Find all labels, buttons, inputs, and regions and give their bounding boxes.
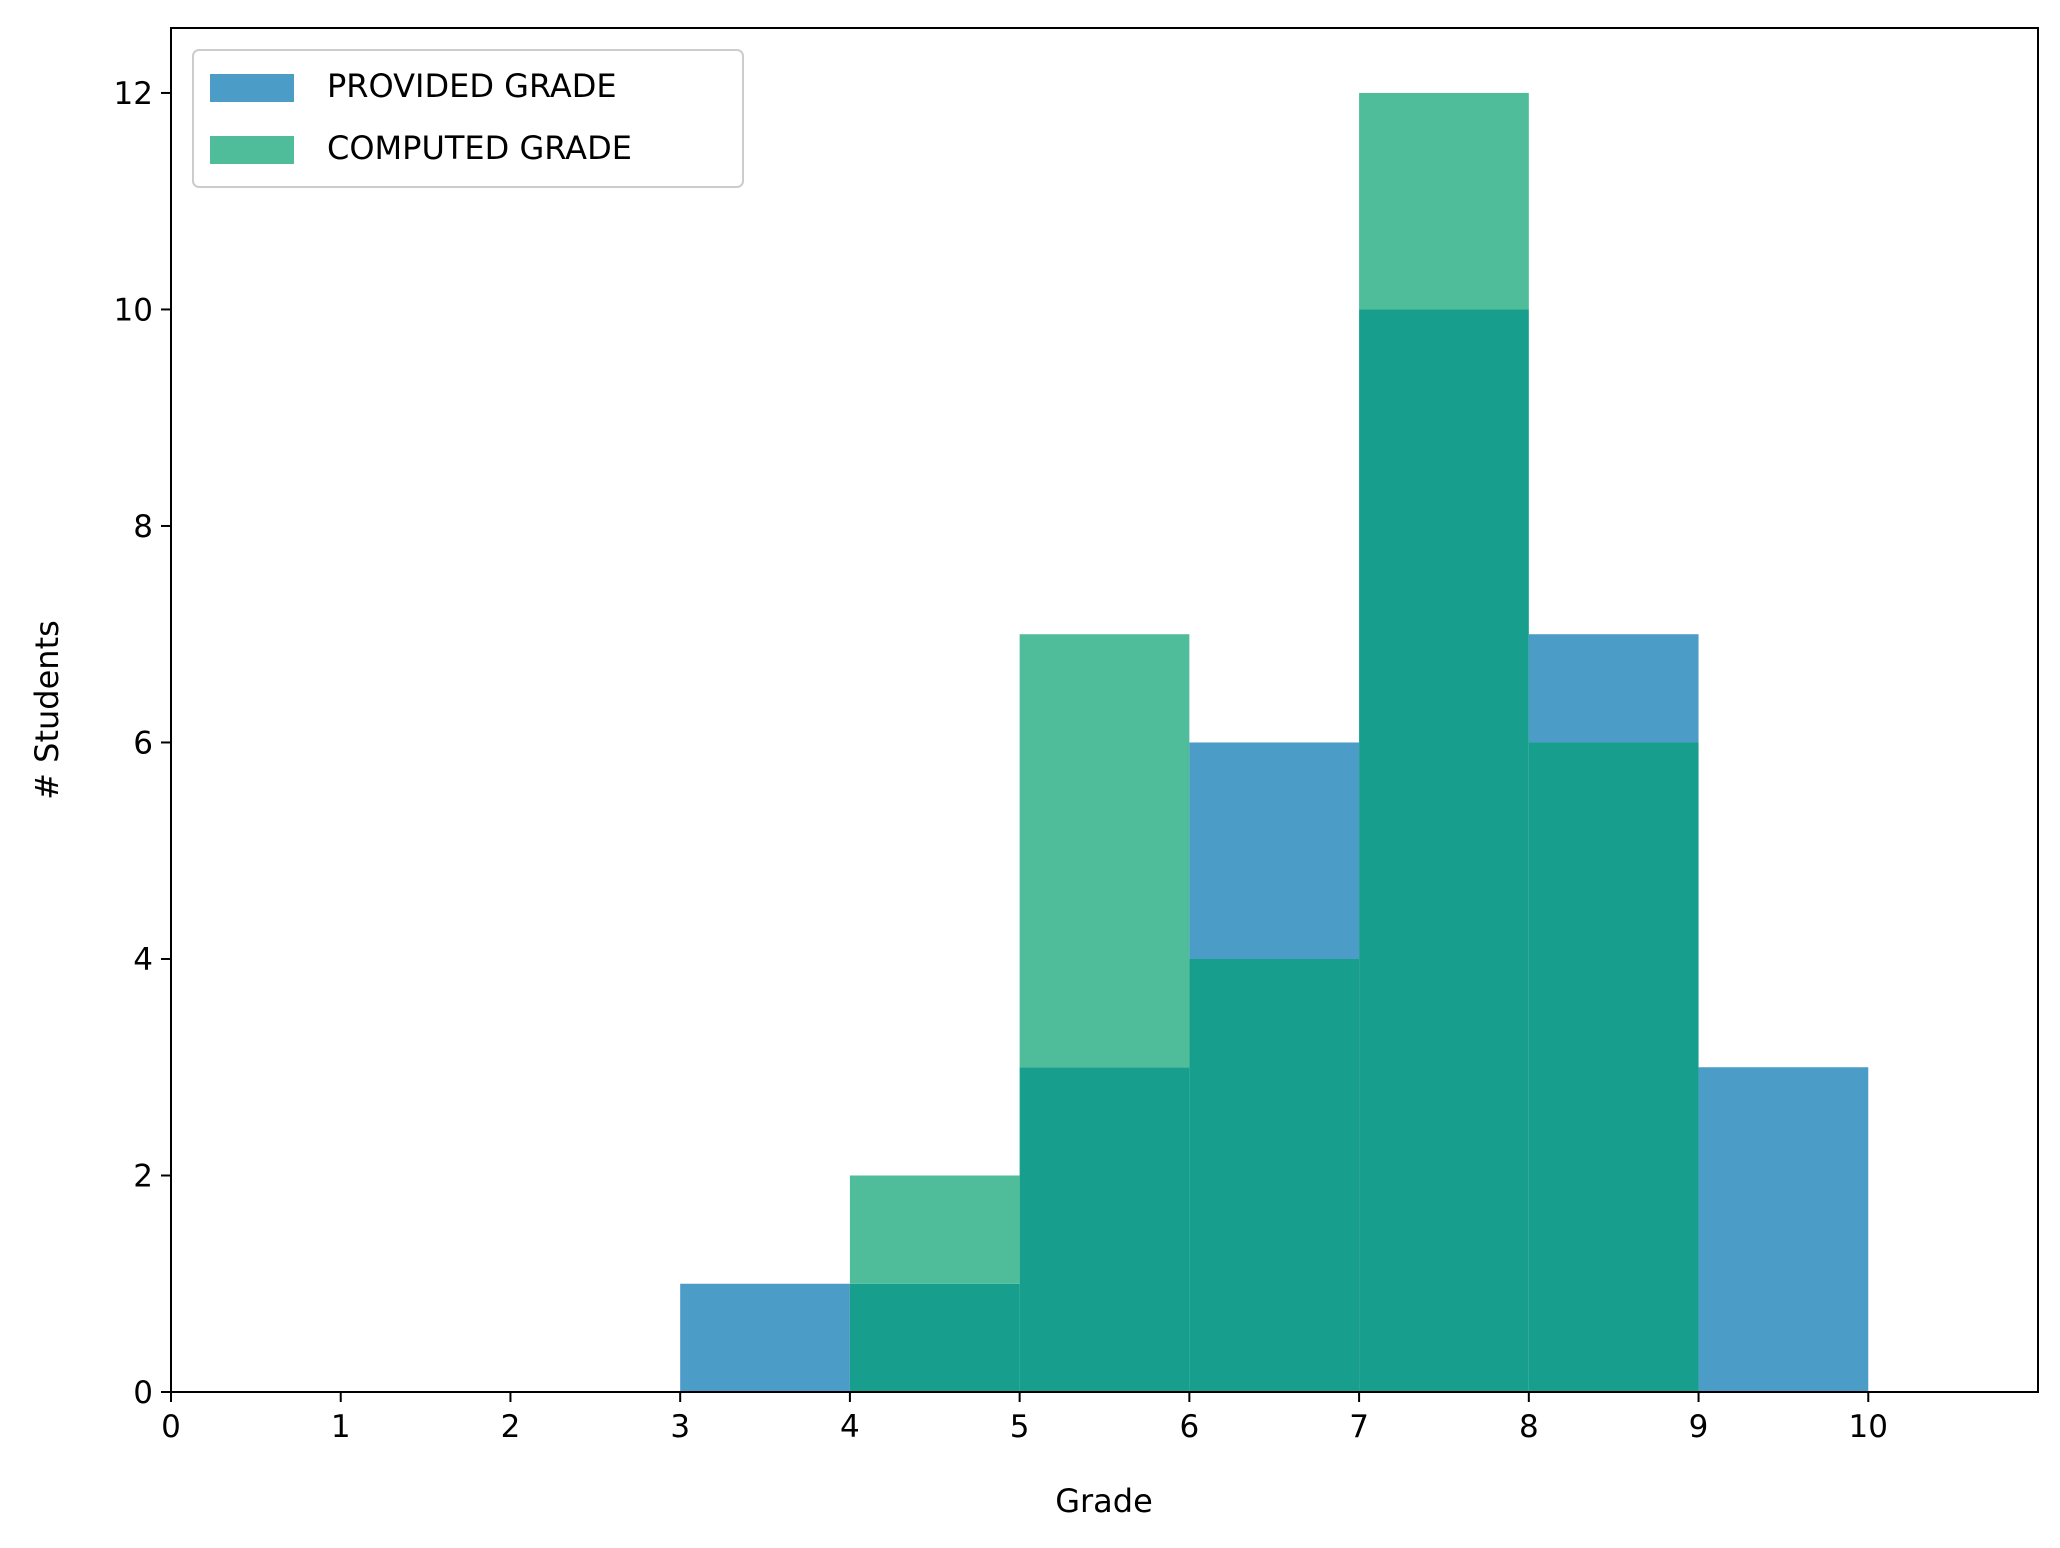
y-tick-label: 4 xyxy=(133,942,153,978)
x-tick-label: 5 xyxy=(1010,1409,1030,1445)
legend: PROVIDED GRADE COMPUTED GRADE xyxy=(192,49,744,188)
bar-overlap-1 xyxy=(849,1283,1020,1392)
legend-box xyxy=(192,49,744,188)
x-axis-label: Grade xyxy=(1055,1482,1153,1520)
y-axis-ticks: 0 2 4 6 8 10 12 xyxy=(114,76,171,1411)
bar-overlap-5 xyxy=(1528,742,1699,1392)
x-tick-label: 0 xyxy=(161,1409,181,1445)
x-tick-label: 2 xyxy=(501,1409,521,1445)
legend-swatch xyxy=(210,136,294,164)
legend-entry-label: PROVIDED GRADE xyxy=(327,67,617,105)
x-axis-ticks: 0 1 2 3 4 5 6 7 8 9 10 xyxy=(161,1392,1888,1445)
x-tick-label: 1 xyxy=(331,1409,351,1445)
bar-computed-grade-4 xyxy=(1359,92,1529,310)
bar-overlap-4 xyxy=(1359,309,1529,1392)
y-tick-label: 12 xyxy=(114,76,153,112)
bar-provided-grade-0 xyxy=(680,1283,850,1392)
y-axis-label: # Students xyxy=(28,620,66,800)
y-tick-label: 0 xyxy=(133,1375,153,1411)
bar-overlap-3 xyxy=(1189,958,1360,1392)
bar-provided-grade-6 xyxy=(1698,1067,1869,1392)
legend-entry-label: COMPUTED GRADE xyxy=(327,129,632,167)
bars-layer xyxy=(680,92,1869,1392)
y-tick-label: 6 xyxy=(133,725,153,761)
x-tick-label: 8 xyxy=(1519,1409,1539,1445)
y-tick-label: 8 xyxy=(133,509,153,545)
y-tick-label: 10 xyxy=(114,292,153,328)
x-tick-label: 9 xyxy=(1689,1409,1709,1445)
bar-overlap-2 xyxy=(1019,1067,1190,1392)
x-tick-label: 10 xyxy=(1849,1409,1888,1445)
legend-swatch xyxy=(210,74,294,102)
bar-computed-grade-2 xyxy=(1019,634,1190,1068)
x-tick-label: 3 xyxy=(670,1409,690,1445)
bar-computed-grade-1 xyxy=(849,1175,1020,1284)
x-tick-label: 6 xyxy=(1179,1409,1199,1445)
x-tick-label: 7 xyxy=(1349,1409,1369,1445)
axes-frame xyxy=(170,27,2039,1393)
bar-provided-grade-5 xyxy=(1528,634,1699,743)
x-tick-label: 4 xyxy=(840,1409,860,1445)
bar-provided-grade-3 xyxy=(1189,742,1360,959)
y-tick-label: 2 xyxy=(133,1158,153,1194)
